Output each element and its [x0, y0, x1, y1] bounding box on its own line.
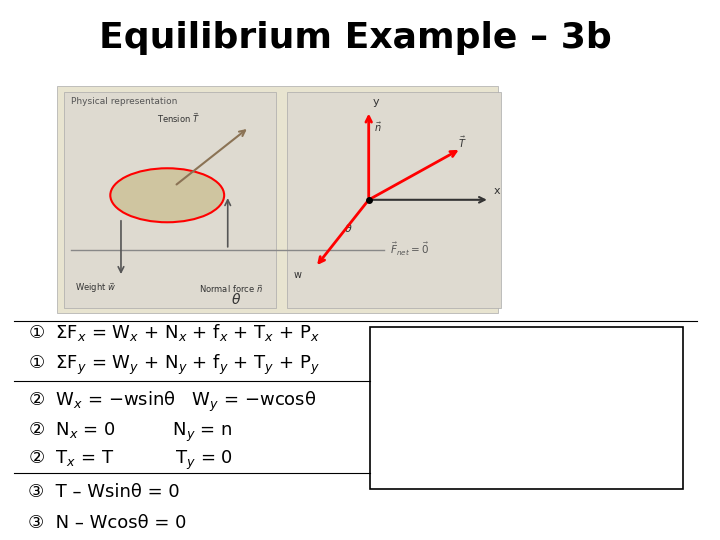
- Text: ③  N – Wcosθ = 0: ③ N – Wcosθ = 0: [29, 514, 187, 532]
- FancyBboxPatch shape: [287, 92, 501, 308]
- Text: Equilibrium Example – 3b: Equilibrium Example – 3b: [99, 21, 612, 55]
- Text: Weight $\vec{w}$: Weight $\vec{w}$: [75, 281, 116, 294]
- Text: ②  T$_x$ = T           T$_y$ = 0: ② T$_x$ = T T$_y$ = 0: [29, 449, 233, 471]
- Text: ③  T – Wsinθ = 0: ③ T – Wsinθ = 0: [29, 483, 180, 502]
- Text: $\vec{T}$: $\vec{T}$: [458, 135, 467, 151]
- Text: Tension $\vec{T}$: Tension $\vec{T}$: [156, 111, 199, 125]
- Text: $\vec{n}$: $\vec{n}$: [374, 121, 382, 134]
- FancyBboxPatch shape: [370, 327, 683, 489]
- Text: y: y: [372, 97, 379, 107]
- Text: $\vec{F}_{net} = \vec{0}$: $\vec{F}_{net} = \vec{0}$: [390, 240, 429, 258]
- FancyBboxPatch shape: [57, 86, 498, 313]
- Text: ①  ΣF$_y$ = W$_y$ + N$_y$ + f$_y$ + T$_y$ + P$_y$: ① ΣF$_y$ = W$_y$ + N$_y$ + f$_y$ + T$_y$…: [29, 353, 320, 376]
- Text: ②  N$_x$ = 0          N$_y$ = n: ② N$_x$ = 0 N$_y$ = n: [29, 421, 233, 443]
- FancyBboxPatch shape: [64, 92, 276, 308]
- Text: ②  W$_x$ = −wsinθ   W$_y$ = −wcosθ: ② W$_x$ = −wsinθ W$_y$ = −wcosθ: [29, 390, 317, 414]
- Text: Normal force $\vec{n}$: Normal force $\vec{n}$: [199, 283, 264, 295]
- Text: $\theta$: $\theta$: [343, 222, 352, 234]
- Text: Rope will not break: Rope will not break: [388, 388, 561, 406]
- Text: w: w: [294, 270, 302, 280]
- Text: T = (15000)sin(20) = 5130 N: T = (15000)sin(20) = 5130 N: [388, 339, 650, 357]
- Text: Physical representation: Physical representation: [71, 97, 178, 106]
- Text: x: x: [493, 186, 500, 197]
- Ellipse shape: [110, 168, 224, 222]
- Text: ①  ΣF$_x$ = W$_x$ + N$_x$ + f$_x$ + T$_x$ + P$_x$: ① ΣF$_x$ = W$_x$ + N$_x$ + f$_x$ + T$_x$…: [29, 322, 320, 342]
- Text: $\theta$: $\theta$: [231, 292, 241, 307]
